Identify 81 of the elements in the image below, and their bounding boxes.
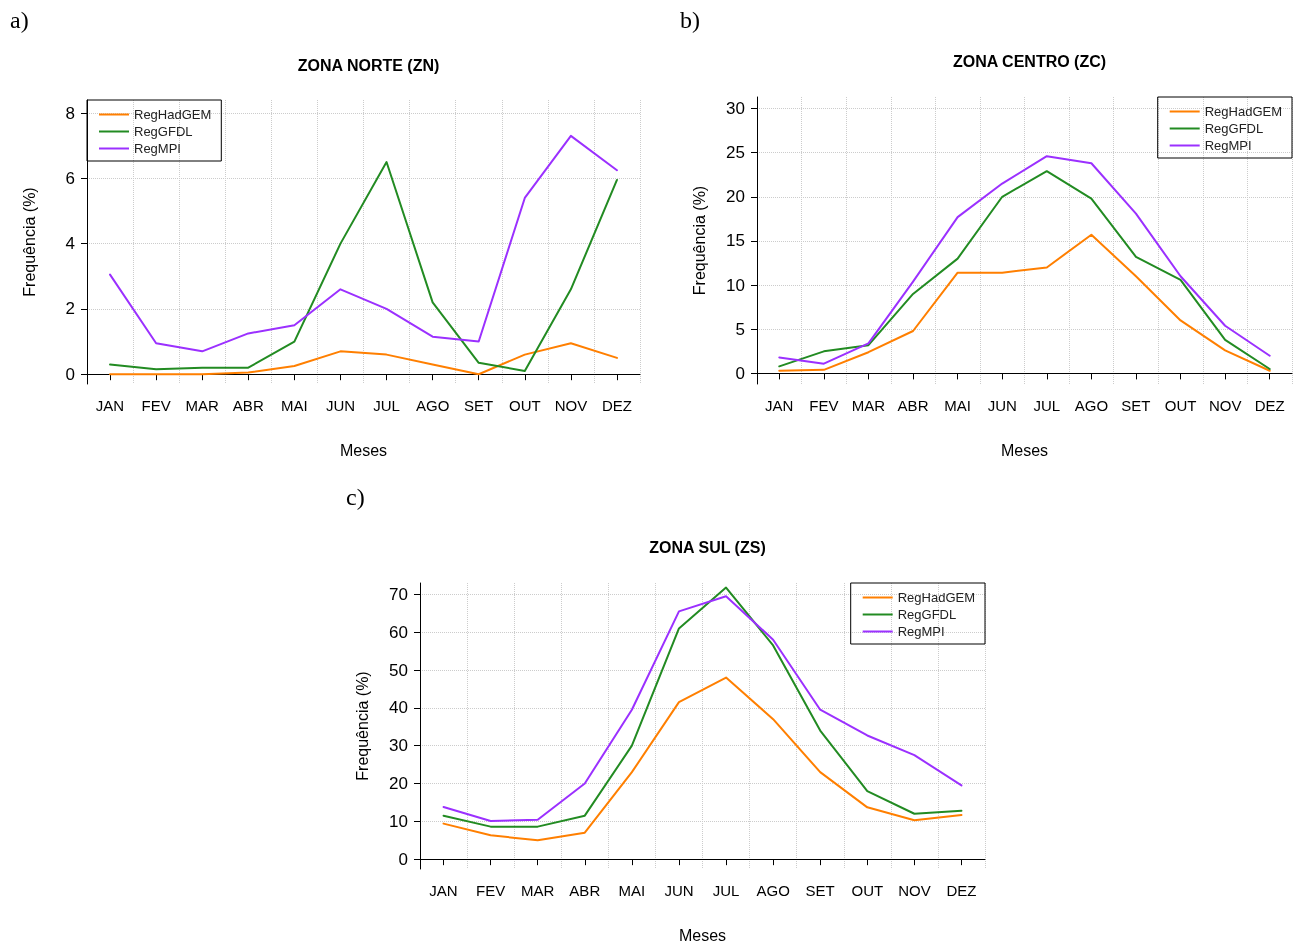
y-axis-title: Frequência (%) — [20, 187, 38, 297]
x-tick-label: JUL — [712, 882, 740, 899]
y-tick-label: 0 — [735, 363, 745, 383]
x-tick-label: MAI — [281, 397, 308, 414]
legend-label: RegMPI — [1204, 138, 1252, 153]
y-tick-label: 20 — [726, 187, 745, 207]
y-tick-label: 4 — [65, 234, 75, 254]
line-series — [109, 161, 618, 372]
x-tick-label: JUN — [987, 397, 1017, 414]
x-tick-label: NOV — [1208, 397, 1242, 414]
y-tick-label: 50 — [389, 660, 408, 680]
x-tick-label: DEZ — [601, 397, 632, 414]
y-tick-label: 10 — [726, 275, 745, 295]
x-tick-label: ABR — [232, 397, 264, 414]
legend-label: RegHadGEM — [1204, 104, 1282, 119]
y-tick-label: 30 — [726, 98, 745, 118]
chart-title: ZONA CENTRO (ZC) — [952, 52, 1107, 70]
legend-label: RegGFDL — [897, 607, 957, 622]
x-axis-title: Meses — [1000, 441, 1049, 459]
y-tick-label: 70 — [389, 584, 408, 604]
x-tick-label: JUN — [664, 882, 694, 899]
x-axis-title: Meses — [339, 441, 388, 459]
x-tick-label: MAI — [944, 397, 971, 414]
x-tick-label: JAN — [429, 882, 458, 899]
legend-label: RegGFDL — [134, 124, 193, 139]
x-tick-label: FEV — [476, 882, 506, 899]
line-series — [778, 233, 1271, 372]
line-series — [442, 676, 963, 842]
x-tick-label: AGO — [415, 397, 450, 414]
x-tick-label: SET — [805, 882, 835, 899]
y-tick-label: 30 — [389, 736, 408, 756]
x-tick-label: JAN — [95, 397, 125, 414]
x-tick-label: NOV — [898, 882, 931, 899]
x-axis-title: Meses — [678, 926, 727, 944]
y-tick-label: 20 — [389, 774, 408, 793]
y-tick-label: 0 — [65, 364, 75, 384]
y-tick-label: 8 — [65, 103, 75, 123]
x-tick-label: JUL — [1033, 397, 1061, 414]
x-tick-label: JUL — [373, 397, 400, 414]
x-tick-label: FEV — [809, 397, 839, 414]
x-tick-label: MAI — [618, 882, 646, 899]
x-tick-label: AGO — [1074, 397, 1109, 414]
text: b) — [680, 7, 700, 33]
x-tick-label: MAR — [185, 397, 220, 414]
x-tick-label: OUT — [1164, 397, 1197, 414]
legend-label: RegHadGEM — [897, 590, 975, 605]
x-tick-label: FEV — [141, 397, 171, 414]
legend-label: RegMPI — [897, 624, 945, 639]
y-tick-label: 25 — [726, 143, 745, 163]
x-tick-label: SET — [464, 397, 494, 414]
y-tick-label: 15 — [726, 231, 745, 251]
line-series — [109, 342, 618, 376]
x-tick-label: DEZ — [1254, 397, 1285, 414]
x-tick-label: MAR — [851, 397, 886, 414]
y-tick-label: 6 — [65, 168, 75, 188]
x-tick-label: OUT — [508, 397, 541, 414]
text: c) — [346, 484, 365, 510]
y-tick-label: 2 — [65, 299, 75, 319]
x-tick-label: AGO — [756, 882, 790, 899]
legend-label: RegGFDL — [1204, 121, 1264, 136]
chart-title: ZONA NORTE (ZN) — [297, 56, 440, 74]
y-axis-title: Frequência (%) — [353, 671, 371, 781]
y-tick-label: 60 — [389, 622, 408, 642]
y-tick-label: 10 — [389, 811, 408, 831]
chart-title: ZONA SUL (ZS) — [649, 538, 766, 556]
x-tick-label: SET — [1121, 397, 1151, 414]
x-tick-label: JAN — [765, 397, 794, 414]
y-tick-label: 0 — [398, 849, 408, 869]
x-tick-label: MAR — [521, 882, 555, 899]
text: a) — [10, 7, 29, 33]
x-tick-label: OUT — [851, 882, 884, 899]
legend-label: RegHadGEM — [134, 107, 212, 122]
x-tick-label: JUN — [325, 397, 356, 414]
x-tick-label: ABR — [897, 397, 929, 414]
y-tick-label: 40 — [389, 698, 408, 718]
x-tick-label: ABR — [569, 882, 601, 899]
y-axis-title: Frequência (%) — [690, 185, 708, 296]
y-tick-label: 5 — [735, 319, 745, 339]
x-tick-label: NOV — [554, 397, 588, 414]
legend-label: RegMPI — [134, 141, 181, 156]
x-tick-label: DEZ — [946, 882, 977, 899]
